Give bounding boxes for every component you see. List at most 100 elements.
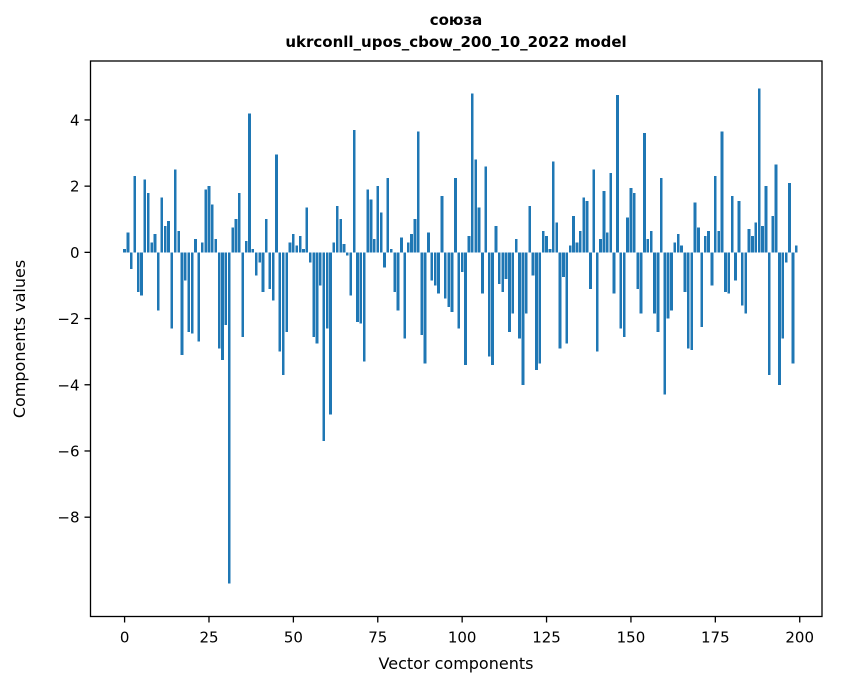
bar — [761, 225, 764, 253]
bar — [727, 252, 731, 294]
bar — [140, 252, 143, 296]
y-tick-label: −2 — [57, 310, 79, 328]
bar — [538, 252, 542, 364]
y-tick-label: −8 — [57, 509, 79, 527]
bar — [373, 239, 376, 253]
bar — [268, 252, 272, 289]
bar — [778, 252, 781, 385]
y-tick-label: 2 — [70, 178, 80, 196]
bar — [207, 186, 211, 253]
bar — [352, 129, 356, 253]
bar — [305, 207, 309, 253]
bar — [548, 249, 552, 253]
bar — [494, 225, 498, 253]
bar — [724, 252, 727, 293]
bar — [767, 252, 771, 375]
bar — [308, 252, 312, 263]
bar — [200, 242, 204, 253]
x-tick-label: 25 — [199, 629, 218, 647]
bar — [450, 252, 454, 312]
bar — [619, 252, 623, 329]
bar — [332, 242, 336, 253]
bar — [359, 252, 363, 324]
bar — [420, 252, 423, 336]
bar — [653, 252, 656, 314]
bar — [457, 252, 461, 329]
bar — [612, 252, 616, 294]
bar — [204, 189, 207, 253]
bar — [423, 252, 427, 364]
bar — [447, 252, 450, 307]
bar — [190, 252, 194, 334]
chart-title-word: союза — [430, 11, 483, 29]
bar — [737, 201, 741, 253]
bar — [211, 204, 214, 253]
bar — [153, 234, 157, 253]
bar — [575, 242, 579, 253]
bar — [369, 199, 373, 253]
bar — [143, 179, 147, 253]
bar — [751, 235, 754, 253]
bar — [744, 252, 748, 314]
bar — [562, 252, 565, 278]
bar — [616, 95, 619, 253]
bar — [136, 252, 140, 293]
bar — [531, 252, 535, 276]
y-tick-label: −6 — [57, 442, 79, 460]
bar — [217, 252, 221, 349]
y-tick-label: 4 — [70, 111, 80, 129]
x-tick-label: 0 — [120, 629, 130, 647]
bar — [170, 252, 174, 329]
bar — [416, 131, 420, 253]
bar — [123, 249, 126, 253]
bar — [234, 219, 238, 253]
bar — [322, 252, 326, 442]
bar — [551, 161, 555, 253]
bar — [643, 133, 646, 253]
bar — [595, 252, 599, 352]
bar — [666, 252, 670, 319]
bar — [281, 252, 285, 375]
bar — [167, 220, 170, 253]
bar — [298, 235, 302, 253]
bar — [491, 252, 494, 365]
bar — [673, 242, 677, 253]
y-tick-label: −4 — [57, 376, 79, 394]
bar — [700, 252, 704, 327]
bar — [697, 227, 700, 253]
bar — [501, 252, 505, 293]
bar — [602, 191, 606, 253]
bar — [325, 252, 329, 329]
bar — [720, 131, 724, 253]
bar — [454, 177, 457, 253]
bar — [555, 222, 559, 253]
bar — [717, 230, 721, 253]
bar — [221, 252, 224, 360]
bar — [339, 219, 342, 253]
bar — [511, 252, 515, 314]
bar — [747, 229, 751, 253]
bar — [740, 252, 744, 306]
bar — [467, 235, 471, 253]
bar — [187, 252, 191, 332]
bar — [288, 242, 292, 253]
x-tick-label: 150 — [617, 629, 646, 647]
bars-group — [123, 88, 798, 584]
bar — [693, 202, 697, 253]
bar — [568, 245, 572, 253]
bar — [335, 206, 339, 253]
bar — [730, 196, 734, 253]
bar — [403, 252, 407, 339]
bar — [481, 252, 484, 294]
bar — [710, 252, 714, 286]
bar — [130, 252, 133, 269]
bar — [177, 230, 180, 253]
bar — [626, 217, 629, 253]
bar — [521, 252, 525, 385]
bar — [258, 252, 261, 263]
plot-frame — [89, 60, 823, 618]
bar — [524, 252, 528, 314]
bar — [194, 239, 197, 253]
bar — [261, 252, 265, 293]
